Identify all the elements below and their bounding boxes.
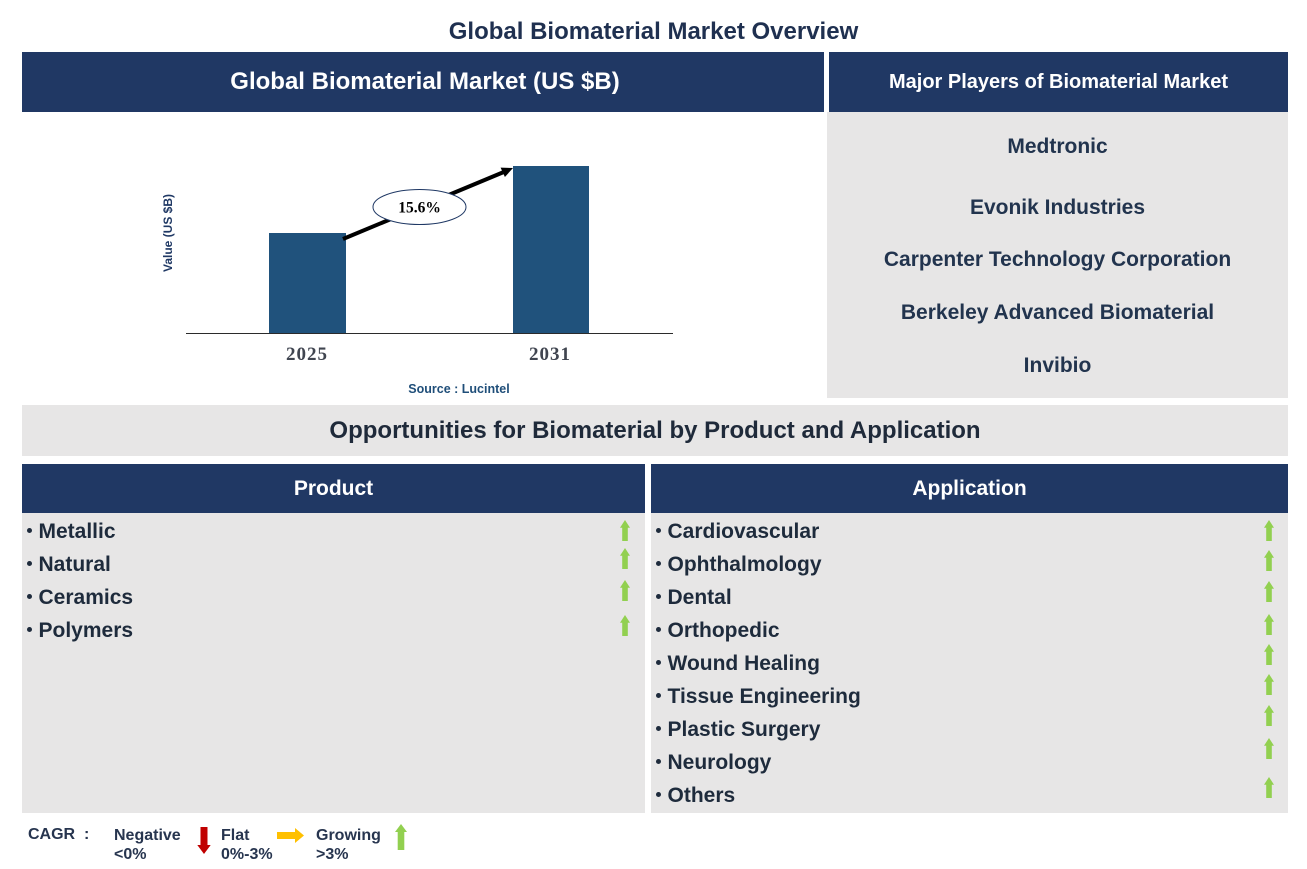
svg-text:Value (US $B): Value (US $B) [161, 194, 175, 272]
svg-text:2031: 2031 [529, 344, 571, 365]
svg-text:15.6%: 15.6% [398, 200, 441, 217]
svg-text:2025: 2025 [286, 344, 328, 365]
svg-text:Source : Lucintel: Source : Lucintel [408, 382, 509, 396]
